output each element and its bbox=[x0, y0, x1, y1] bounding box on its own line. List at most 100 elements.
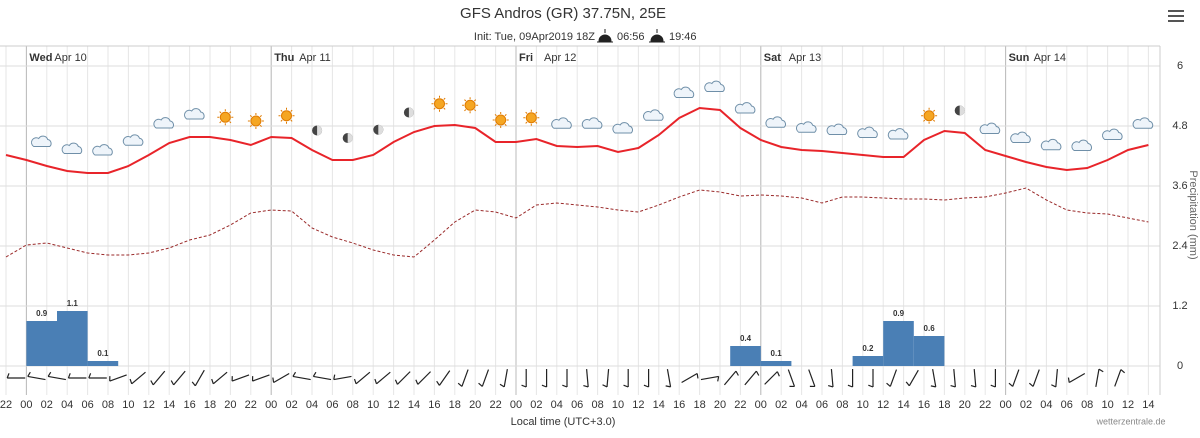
weather-icon bbox=[62, 143, 82, 153]
wind-shaft bbox=[132, 372, 146, 384]
wind-shaft bbox=[153, 371, 165, 385]
sun-ray bbox=[505, 124, 506, 125]
x-tick-label: 18 bbox=[938, 399, 950, 411]
wind-barb bbox=[130, 379, 132, 384]
wind-arrow bbox=[1009, 370, 1019, 387]
menu-button[interactable] bbox=[1168, 11, 1184, 21]
wind-barb bbox=[522, 385, 527, 387]
day-name: Sat bbox=[764, 52, 781, 64]
x-tick-label: 02 bbox=[285, 399, 297, 411]
weather-icon bbox=[888, 129, 908, 139]
wind-arrow bbox=[971, 369, 976, 387]
wind-arrow bbox=[1068, 374, 1084, 383]
moon-lit bbox=[317, 126, 322, 136]
day-name: Wed bbox=[29, 52, 52, 64]
weather-icon bbox=[1072, 140, 1092, 150]
wind-shaft bbox=[1069, 374, 1085, 383]
x-tick-label: 14 bbox=[163, 399, 175, 411]
weather-icon bbox=[552, 118, 572, 128]
wind-barb bbox=[951, 386, 956, 387]
precip-label: 0.4 bbox=[740, 334, 752, 343]
wind-shaft bbox=[253, 375, 270, 381]
cloud bbox=[858, 127, 878, 137]
wind-shaft bbox=[809, 370, 815, 387]
wind-shaft bbox=[504, 369, 507, 387]
wind-barb bbox=[868, 385, 873, 387]
wind-arrow bbox=[906, 370, 918, 386]
weather-icon bbox=[955, 106, 965, 116]
wind-barb bbox=[603, 385, 607, 387]
wind-shaft bbox=[397, 372, 410, 385]
wind-shaft bbox=[28, 376, 46, 379]
wind-arrow bbox=[991, 369, 996, 387]
weather-icon bbox=[312, 126, 322, 136]
sun-ray bbox=[220, 112, 221, 113]
chart-title: GFS Andros (GR) 37.75N, 25E bbox=[460, 5, 666, 22]
x-tick-label: 00 bbox=[510, 399, 522, 411]
wind-shaft bbox=[607, 369, 609, 387]
cloud bbox=[766, 117, 786, 127]
wind-barb bbox=[644, 385, 649, 387]
wind-arrow bbox=[788, 370, 794, 387]
cloud bbox=[582, 118, 602, 128]
moon-lit bbox=[348, 133, 353, 143]
weather-icon bbox=[1011, 132, 1031, 142]
wind-arrow bbox=[1096, 369, 1103, 387]
x-tick-label: 14 bbox=[408, 399, 420, 411]
wind-arrow bbox=[458, 370, 468, 387]
x-tick-label: 16 bbox=[183, 399, 195, 411]
x-tick-label: 02 bbox=[530, 399, 542, 411]
x-tick-label: 08 bbox=[591, 399, 603, 411]
wind-arrow bbox=[644, 369, 649, 387]
x-tick-label: 04 bbox=[1040, 399, 1052, 411]
x-tick-label: 08 bbox=[836, 399, 848, 411]
wind-arrow bbox=[562, 369, 567, 387]
wind-barb bbox=[971, 386, 976, 387]
weather-icon bbox=[980, 123, 1000, 133]
weather-icon bbox=[93, 145, 113, 155]
wind-arrow bbox=[110, 375, 127, 381]
x-tick-label: 20 bbox=[469, 399, 481, 411]
wind-shaft bbox=[334, 376, 352, 379]
weather-icon bbox=[796, 122, 816, 132]
x-tick-label: 14 bbox=[1142, 399, 1154, 411]
wind-shaft bbox=[293, 376, 311, 379]
sun-ray bbox=[505, 114, 506, 115]
wind-arrow bbox=[7, 373, 25, 378]
wind-arrow bbox=[542, 369, 547, 387]
cloud bbox=[735, 103, 755, 113]
x-tick-label: 10 bbox=[122, 399, 134, 411]
wind-barb bbox=[68, 373, 70, 378]
weather-icon bbox=[735, 103, 755, 113]
cloud bbox=[1072, 140, 1092, 150]
day-name: Thu bbox=[274, 52, 294, 64]
wind-arrow bbox=[951, 369, 956, 387]
precip-bar bbox=[761, 361, 792, 366]
wind-shaft bbox=[765, 372, 778, 385]
wind-arrow bbox=[1115, 370, 1125, 387]
sun bbox=[496, 115, 506, 125]
cloud bbox=[154, 118, 174, 128]
weather-icon bbox=[154, 118, 174, 128]
day-name: Fri bbox=[519, 52, 533, 64]
weather-icon bbox=[766, 117, 786, 127]
x-tick-label: 00 bbox=[20, 399, 32, 411]
moon-lit bbox=[960, 106, 965, 116]
x-tick-label: 00 bbox=[265, 399, 277, 411]
sunset-icon bbox=[649, 29, 665, 42]
sunrise-icon bbox=[597, 29, 613, 42]
wind-shaft bbox=[701, 376, 719, 379]
wind-shaft bbox=[418, 372, 431, 385]
x-tick-label: 12 bbox=[632, 399, 644, 411]
day-date: Apr 10 bbox=[54, 52, 86, 64]
wind-shaft bbox=[482, 370, 488, 387]
wind-barb bbox=[7, 373, 9, 378]
x-tick-label: 06 bbox=[1061, 399, 1073, 411]
x-tick-label: 02 bbox=[41, 399, 53, 411]
wind-arrow bbox=[848, 369, 853, 387]
x-tick-label: 02 bbox=[1020, 399, 1032, 411]
wind-arrow bbox=[171, 371, 185, 385]
sun-ray bbox=[464, 109, 465, 110]
x-tick-label: 16 bbox=[428, 399, 440, 411]
